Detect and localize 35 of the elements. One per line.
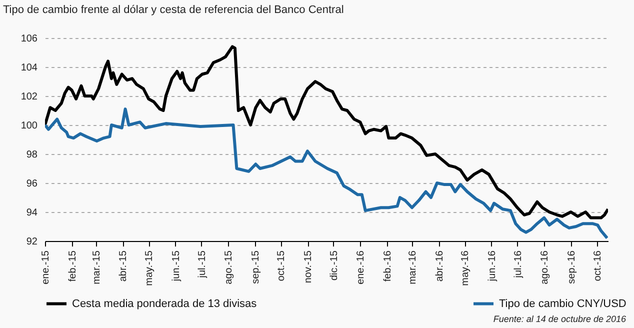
y-tick-label: 92 xyxy=(26,236,38,248)
x-tick-label: sep.-15 xyxy=(250,250,262,284)
x-tick-label: sep.-16 xyxy=(566,250,578,284)
x-tick-label: nov.-15 xyxy=(303,250,314,284)
x-tick-label: mar.-16 xyxy=(407,250,418,284)
x-tick-label: jun.-15 xyxy=(170,250,182,282)
x-tick-label: mar.-15 xyxy=(91,250,102,284)
x-tick-label: ago.-16 xyxy=(540,250,551,284)
x-tick-label: ene.-16 xyxy=(356,250,367,284)
x-tick-label: dic.-15 xyxy=(328,250,340,281)
x-tick-label: jul.-16 xyxy=(512,250,524,279)
y-tick-label: 96 xyxy=(26,178,38,190)
y-tick-label: 106 xyxy=(20,34,38,44)
x-tick-label: oct.-15 xyxy=(276,250,288,282)
x-tick-label: feb.-15 xyxy=(67,250,78,282)
y-tick-label: 104 xyxy=(20,62,38,74)
chart-title: Tipo de cambio frente al dólar y cesta de referencia del Banco Central xyxy=(3,4,344,16)
x-tick-label: feb.-16 xyxy=(382,250,394,282)
x-tick-label: ene.-15 xyxy=(40,250,52,284)
x-tick-label: abr.-15 xyxy=(118,250,130,282)
source-note: Fuente: al 14 de octubre de 2016 xyxy=(493,314,626,324)
x-tick-label: jul.-15 xyxy=(196,250,208,279)
x-tick-label: may.-16 xyxy=(460,250,472,286)
legend-label: Tipo de cambio CNY/USD xyxy=(499,298,626,310)
x-tick-label: jun.-16 xyxy=(486,250,498,282)
x-tick-label: oct.-16 xyxy=(592,250,604,282)
line-series xyxy=(45,45,608,220)
y-tick-label: 98 xyxy=(26,150,38,160)
y-tick-label: 102 xyxy=(20,92,38,102)
y-tick-label: 100 xyxy=(20,120,38,132)
x-tick-label: ago.-15 xyxy=(224,250,235,284)
y-tick-label: 94 xyxy=(26,208,38,218)
legend-label: Cesta media ponderada de 13 divisas xyxy=(72,298,258,310)
x-tick-label: abr.-16 xyxy=(434,250,446,282)
x-tick-label: may.-15 xyxy=(144,250,156,286)
